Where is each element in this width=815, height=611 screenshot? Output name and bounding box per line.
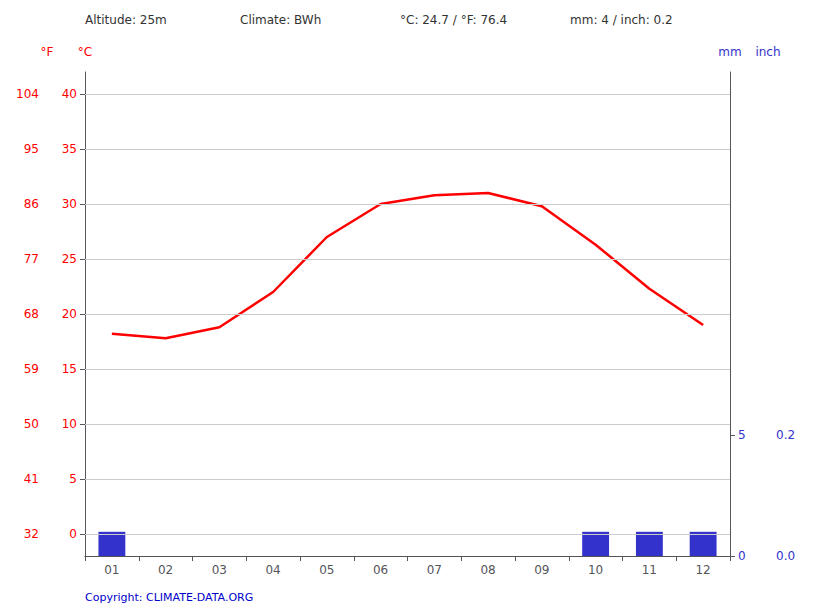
svg-text:°C: °C xyxy=(78,45,92,59)
svg-text:05: 05 xyxy=(319,563,334,577)
svg-text:86: 86 xyxy=(24,197,39,211)
svg-text:07: 07 xyxy=(427,563,442,577)
svg-text:32: 32 xyxy=(24,527,39,541)
svg-text:04: 04 xyxy=(265,563,280,577)
svg-text:inch: inch xyxy=(755,45,780,59)
svg-text:10: 10 xyxy=(588,563,603,577)
svg-text:30: 30 xyxy=(62,197,77,211)
svg-text:0: 0 xyxy=(69,527,77,541)
svg-text:104: 104 xyxy=(16,87,39,101)
svg-text:59: 59 xyxy=(24,362,39,376)
svg-text:°F: °F xyxy=(41,45,54,59)
svg-text:02: 02 xyxy=(158,563,173,577)
svg-text:0: 0 xyxy=(738,549,746,563)
svg-text:15: 15 xyxy=(62,362,77,376)
svg-text:12: 12 xyxy=(695,563,710,577)
svg-text:mm: mm xyxy=(718,45,741,59)
svg-text:08: 08 xyxy=(480,563,495,577)
svg-text:0.2: 0.2 xyxy=(776,428,795,442)
svg-text:10: 10 xyxy=(62,417,77,431)
svg-text:50: 50 xyxy=(24,417,39,431)
svg-text:68: 68 xyxy=(24,307,39,321)
svg-text:01: 01 xyxy=(104,563,119,577)
svg-text:09: 09 xyxy=(534,563,549,577)
svg-text:11: 11 xyxy=(642,563,657,577)
svg-text:Altitude: 25m: Altitude: 25m xyxy=(85,13,167,27)
svg-text:06: 06 xyxy=(373,563,388,577)
svg-text:03: 03 xyxy=(212,563,227,577)
svg-text:35: 35 xyxy=(62,142,77,156)
svg-text:40: 40 xyxy=(62,87,77,101)
svg-text:0.0: 0.0 xyxy=(776,549,795,563)
svg-text:95: 95 xyxy=(24,142,39,156)
svg-text:Climate: BWh: Climate: BWh xyxy=(240,13,321,27)
svg-text:77: 77 xyxy=(24,252,39,266)
svg-text:5: 5 xyxy=(738,428,746,442)
svg-text:Copyright: CLIMATE-DATA.ORG: Copyright: CLIMATE-DATA.ORG xyxy=(85,591,253,604)
svg-text:25: 25 xyxy=(62,252,77,266)
svg-text:5: 5 xyxy=(69,472,77,486)
svg-text:20: 20 xyxy=(62,307,77,321)
svg-text:mm: 4 / inch: 0.2: mm: 4 / inch: 0.2 xyxy=(570,13,673,27)
svg-text:°C: 24.7 / °F: 76.4: °C: 24.7 / °F: 76.4 xyxy=(400,13,507,27)
svg-text:41: 41 xyxy=(24,472,39,486)
